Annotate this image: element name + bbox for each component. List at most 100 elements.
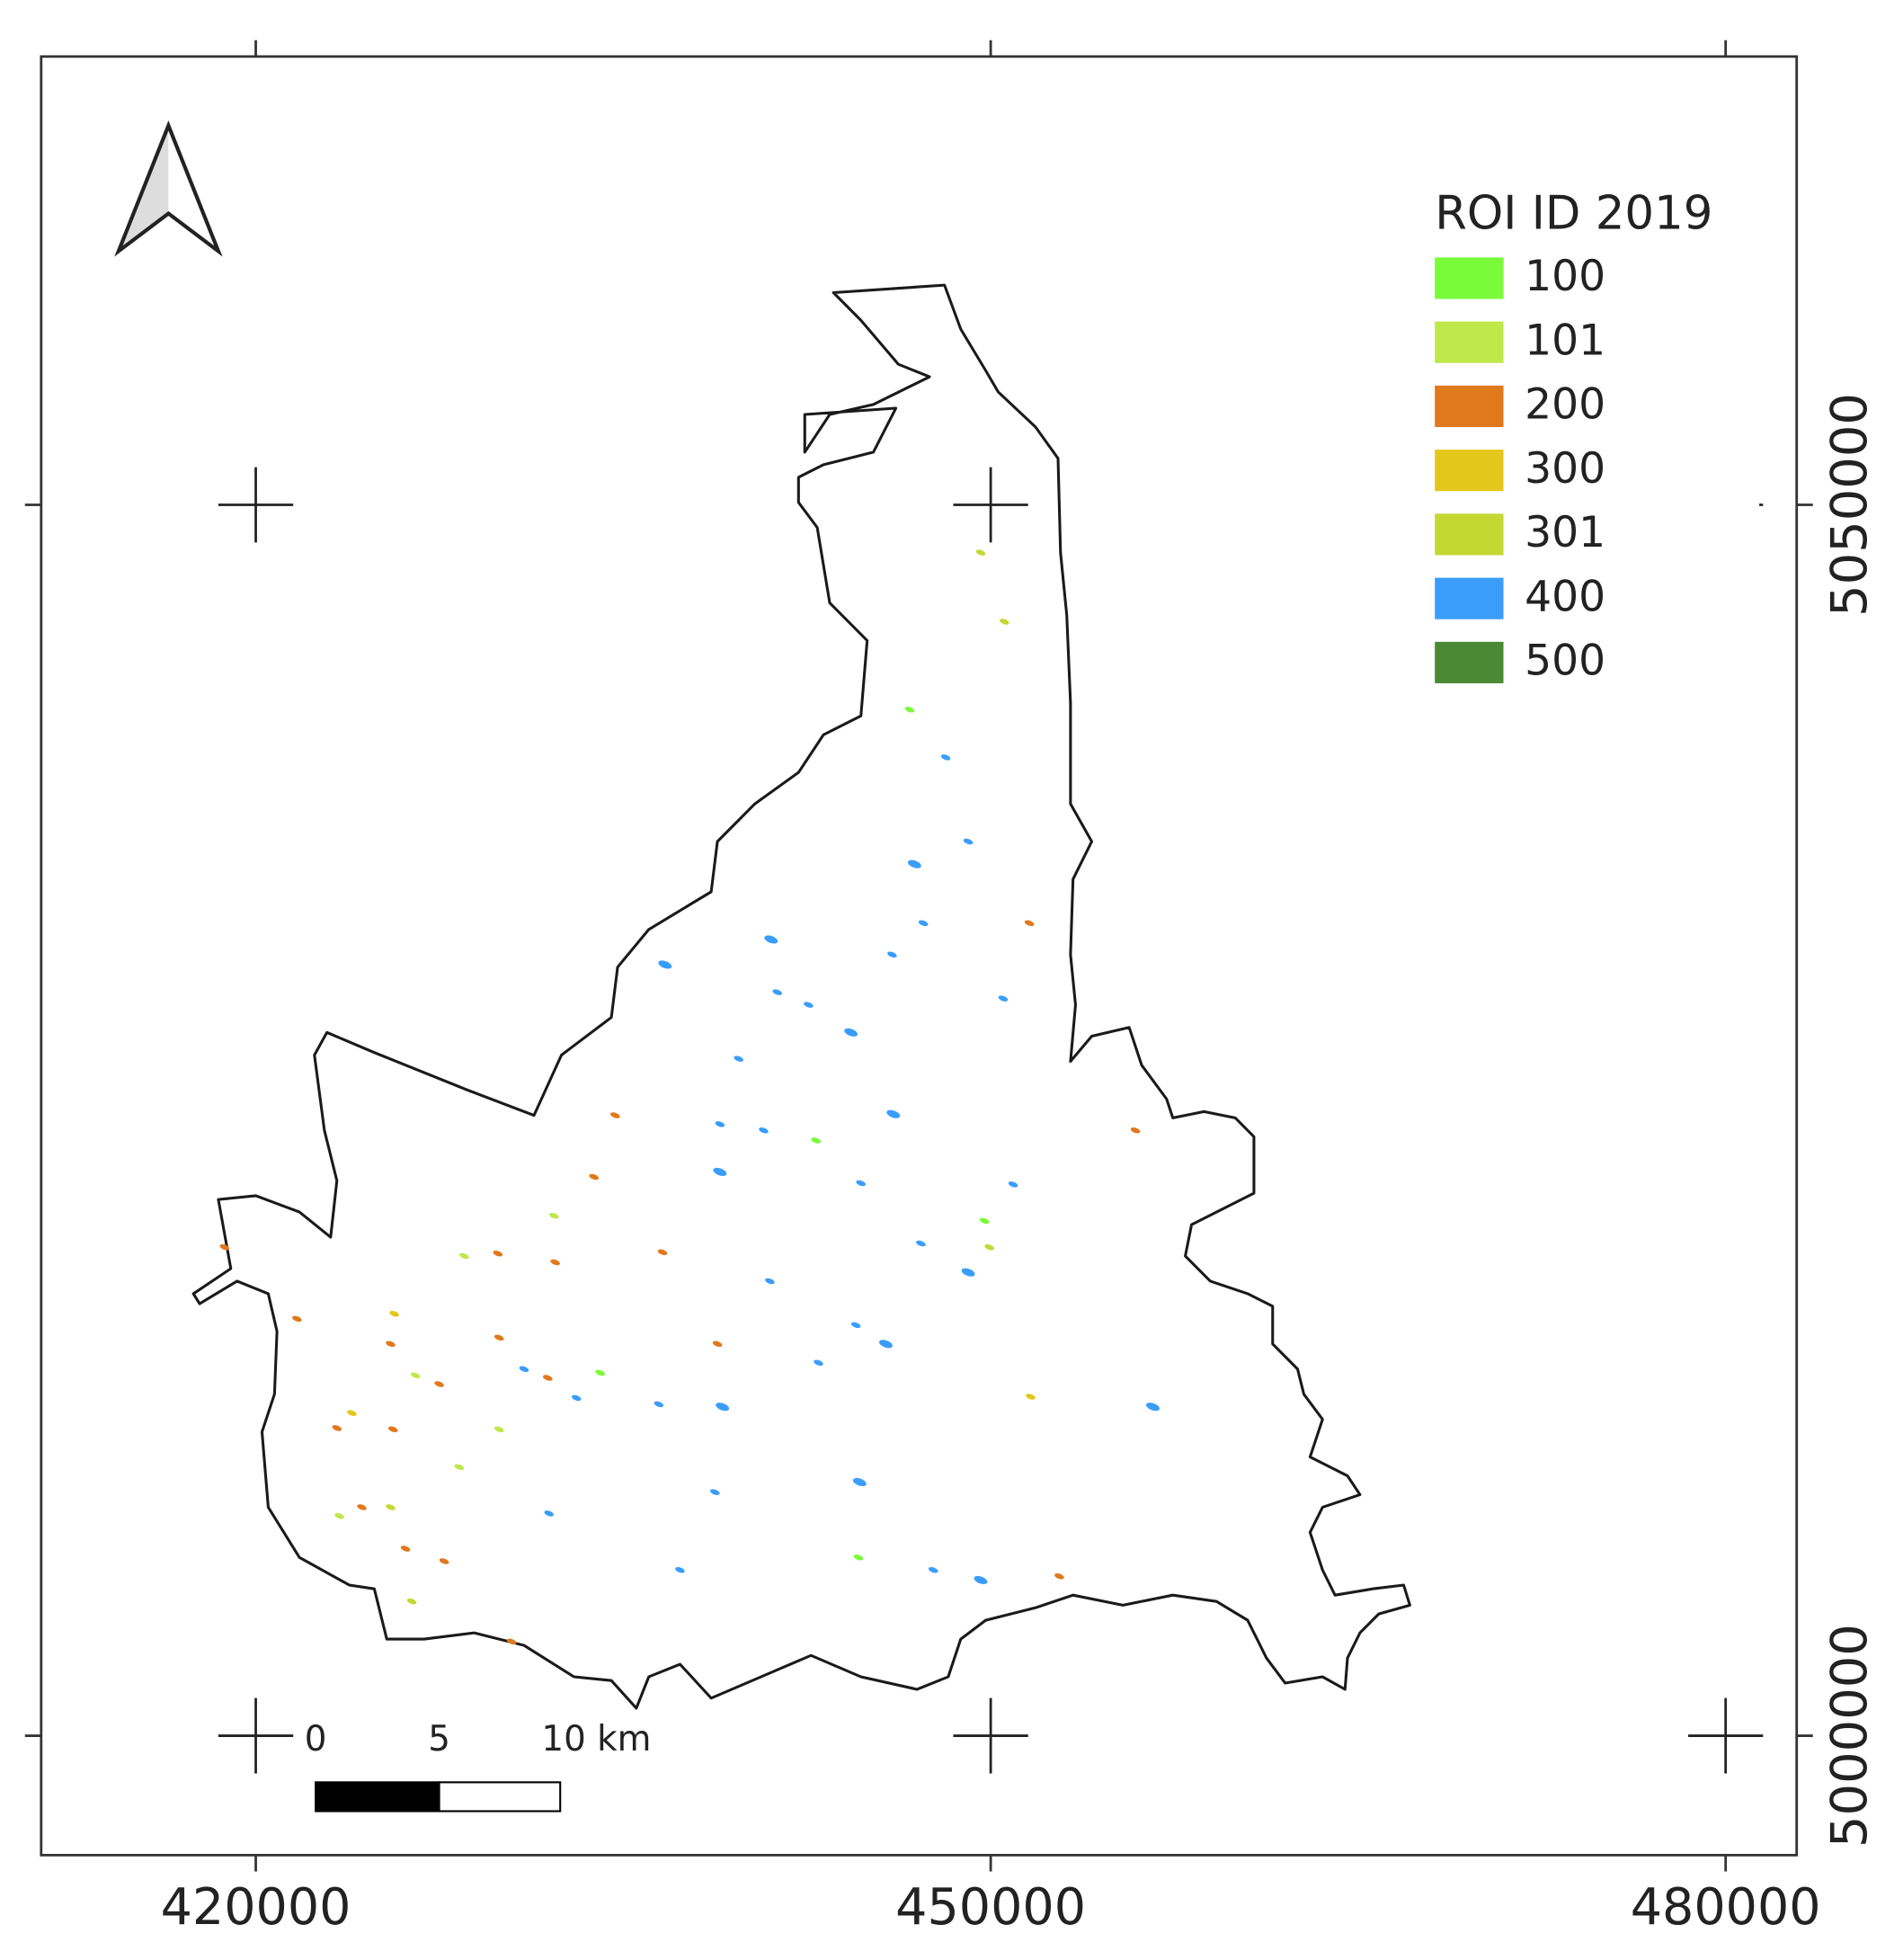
roi-patch xyxy=(1130,1127,1141,1134)
legend-label: 300 xyxy=(1525,444,1605,494)
roi-patch xyxy=(918,920,929,927)
roi-patch xyxy=(494,1426,504,1433)
roi-patch xyxy=(916,1240,926,1247)
roi-patch xyxy=(1146,1403,1160,1412)
roi-patch xyxy=(1054,1572,1064,1580)
roi-patch xyxy=(852,1477,867,1487)
legend: ROI ID 2019 100 101 200 300 301 400 500 xyxy=(1422,175,1760,704)
legend-title: ROI ID 2019 xyxy=(1435,186,1712,240)
roi-patch xyxy=(1024,920,1035,927)
roi-patch xyxy=(400,1546,411,1552)
roi-patch xyxy=(759,1127,769,1134)
legend-label: 200 xyxy=(1525,380,1605,430)
roi-patch xyxy=(658,960,672,969)
roi-patch xyxy=(974,1575,988,1584)
roi-patch xyxy=(984,1243,994,1251)
roi-patch xyxy=(544,1510,555,1517)
y-tick-label: 5050000 xyxy=(1820,393,1879,617)
roi-patch xyxy=(459,1252,469,1260)
roi-patch xyxy=(1008,1181,1018,1188)
roi-patch xyxy=(844,1028,858,1037)
axis-ticks: 420000 450000 480000 5000000 5050000 xyxy=(24,40,1879,1937)
roi-patch xyxy=(657,1249,668,1256)
roi-patch xyxy=(887,951,897,958)
roi-patch xyxy=(710,1489,720,1495)
roi-layer xyxy=(219,549,1160,1645)
roi-patch xyxy=(879,1340,893,1349)
roi-patch xyxy=(406,1598,417,1605)
roi-patch xyxy=(886,1109,901,1118)
roi-patch xyxy=(519,1366,529,1372)
roi-patch xyxy=(675,1567,685,1573)
legend-swatch xyxy=(1435,321,1504,363)
roi-patch xyxy=(940,754,951,761)
roi-patch xyxy=(765,1278,775,1285)
roi-patch xyxy=(548,1213,559,1219)
roi-patch xyxy=(494,1334,504,1341)
roi-patch xyxy=(434,1381,444,1387)
roi-patch xyxy=(386,1341,396,1348)
north-arrow xyxy=(114,120,223,257)
roi-patch xyxy=(712,1341,723,1348)
roi-patch xyxy=(387,1426,398,1433)
roi-patch xyxy=(961,1268,975,1277)
roi-patch xyxy=(716,1403,730,1412)
roi-patch xyxy=(1026,1394,1036,1400)
roi-patch xyxy=(1000,619,1009,625)
roi-patch xyxy=(439,1558,449,1564)
legend-swatch xyxy=(1435,257,1504,299)
roi-patch xyxy=(979,1217,990,1225)
roi-patch xyxy=(454,1464,465,1470)
roi-patch xyxy=(804,1002,814,1008)
north-arrow-outline xyxy=(114,120,223,257)
roi-patch xyxy=(772,989,783,995)
roi-patch xyxy=(219,1243,230,1251)
roi-patch xyxy=(850,1322,861,1329)
x-tick-label: 450000 xyxy=(895,1878,1086,1937)
roi-patch xyxy=(332,1425,342,1431)
map-canvas: 420000 450000 480000 5000000 5050000 ROI ID … xyxy=(24,40,1879,1937)
roi-patch xyxy=(292,1315,302,1323)
roi-patch xyxy=(543,1375,553,1381)
roi-patch xyxy=(550,1259,560,1266)
roi-patch xyxy=(654,1401,664,1408)
roi-patch xyxy=(715,1121,725,1127)
scale-label: 0 xyxy=(305,1719,327,1760)
scale-bar-black xyxy=(315,1781,440,1813)
roi-patch xyxy=(814,1359,823,1366)
roi-patch xyxy=(734,1056,743,1062)
scale-label: 5 xyxy=(428,1719,450,1760)
roi-patch xyxy=(410,1372,421,1378)
roi-patch xyxy=(904,707,915,713)
roi-patch xyxy=(856,1180,867,1187)
legend-label: 500 xyxy=(1525,637,1605,686)
roi-patch xyxy=(963,838,974,845)
roi-patch xyxy=(589,1173,599,1180)
roi-patch xyxy=(928,1567,938,1573)
roi-patch xyxy=(386,1504,396,1510)
roi-patch xyxy=(571,1394,582,1402)
legend-label: 400 xyxy=(1525,572,1605,621)
legend-swatch xyxy=(1435,513,1504,556)
roi-patch xyxy=(998,995,1009,1002)
legend-label: 100 xyxy=(1525,252,1605,301)
legend-swatch xyxy=(1435,450,1504,492)
roi-patch xyxy=(907,860,921,869)
roi-patch xyxy=(347,1410,357,1416)
x-tick-label: 480000 xyxy=(1631,1878,1821,1937)
y-tick-label: 5000000 xyxy=(1820,1624,1879,1848)
roi-patch xyxy=(334,1512,344,1519)
roi-patch xyxy=(493,1250,503,1257)
legend-swatch xyxy=(1435,385,1504,427)
region-boundary xyxy=(191,283,1411,1710)
roi-patch xyxy=(506,1638,517,1645)
scale-label: 10 km xyxy=(541,1719,651,1760)
legend-label: 101 xyxy=(1525,316,1605,365)
x-tick-label: 420000 xyxy=(161,1878,351,1937)
roi-patch xyxy=(595,1369,605,1376)
roi-patch xyxy=(389,1311,399,1317)
roi-patch xyxy=(713,1167,727,1176)
roi-patch xyxy=(764,935,778,944)
scale-bar: 0 5 10 km xyxy=(305,1719,652,1813)
